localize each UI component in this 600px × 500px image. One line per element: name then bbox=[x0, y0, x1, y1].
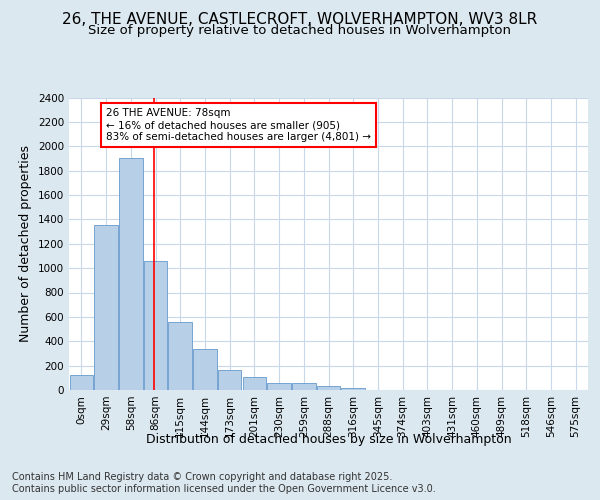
Bar bbox=[119, 158, 143, 390]
Bar bbox=[169, 322, 192, 390]
Text: Distribution of detached houses by size in Wolverhampton: Distribution of detached houses by size … bbox=[146, 432, 512, 446]
Bar bbox=[242, 377, 266, 390]
Bar bbox=[94, 226, 118, 390]
Text: 26, THE AVENUE, CASTLECROFT, WOLVERHAMPTON, WV3 8LR: 26, THE AVENUE, CASTLECROFT, WOLVERHAMPT… bbox=[62, 12, 538, 28]
Text: Contains HM Land Registry data © Crown copyright and database right 2025.: Contains HM Land Registry data © Crown c… bbox=[12, 472, 392, 482]
Bar bbox=[144, 261, 167, 390]
Text: Size of property relative to detached houses in Wolverhampton: Size of property relative to detached ho… bbox=[89, 24, 511, 37]
Text: 26 THE AVENUE: 78sqm
← 16% of detached houses are smaller (905)
83% of semi-deta: 26 THE AVENUE: 78sqm ← 16% of detached h… bbox=[106, 108, 371, 142]
Bar bbox=[268, 382, 291, 390]
Bar bbox=[218, 370, 241, 390]
Y-axis label: Number of detached properties: Number of detached properties bbox=[19, 145, 32, 342]
Bar bbox=[341, 388, 365, 390]
Text: Contains public sector information licensed under the Open Government Licence v3: Contains public sector information licen… bbox=[12, 484, 436, 494]
Bar bbox=[193, 349, 217, 390]
Bar bbox=[292, 384, 316, 390]
Bar bbox=[70, 375, 93, 390]
Bar bbox=[317, 386, 340, 390]
